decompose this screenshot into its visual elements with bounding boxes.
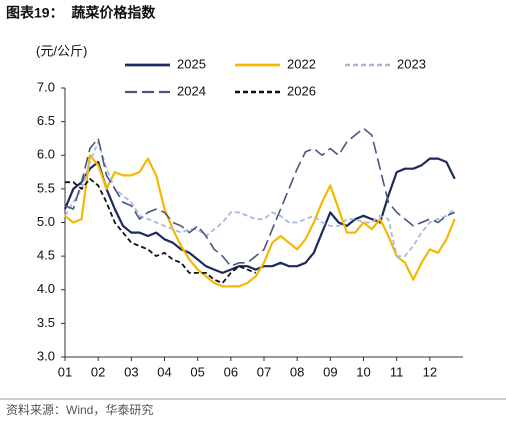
x-tick-label: 12 <box>423 364 437 379</box>
source-note: 资料来源：Wind，华泰研究 <box>6 402 153 417</box>
x-tick-label: 09 <box>323 364 337 379</box>
x-tick-label: 03 <box>124 364 138 379</box>
x-tick-label: 08 <box>290 364 304 379</box>
y-tick-label: 6.0 <box>37 147 55 162</box>
legend-label: 2022 <box>287 56 316 71</box>
legend-label: 2023 <box>397 56 426 71</box>
y-tick-label: 4.5 <box>37 248 55 263</box>
chart-title: 图表19： 蔬菜价格指数 <box>6 5 156 21</box>
x-tick-label: 07 <box>257 364 271 379</box>
x-tick-label: 10 <box>356 364 370 379</box>
y-tick-label: 5.5 <box>37 180 55 195</box>
y-tick-label: 4.0 <box>37 281 55 296</box>
y-tick-label: 3.0 <box>37 348 55 363</box>
y-tick-label: 3.5 <box>37 315 55 330</box>
y-axis-unit: (元/公斤) <box>36 43 87 58</box>
x-tick-label: 05 <box>190 364 204 379</box>
x-tick-label: 01 <box>58 364 72 379</box>
x-tick-label: 02 <box>91 364 105 379</box>
legend-label: 2024 <box>177 83 206 98</box>
series-line <box>64 127 456 267</box>
legend-label: 2026 <box>287 83 316 98</box>
legend-label: 2025 <box>177 56 206 71</box>
x-tick-label: 11 <box>390 364 404 379</box>
series-line <box>64 154 456 288</box>
y-tick-label: 6.5 <box>37 113 55 128</box>
y-tick-label: 7.0 <box>37 79 55 94</box>
y-tick-label: 5.0 <box>37 214 55 229</box>
series-line <box>64 140 456 257</box>
x-tick-label: 04 <box>157 364 171 379</box>
series-line <box>65 177 257 284</box>
x-tick-label: 06 <box>224 364 238 379</box>
